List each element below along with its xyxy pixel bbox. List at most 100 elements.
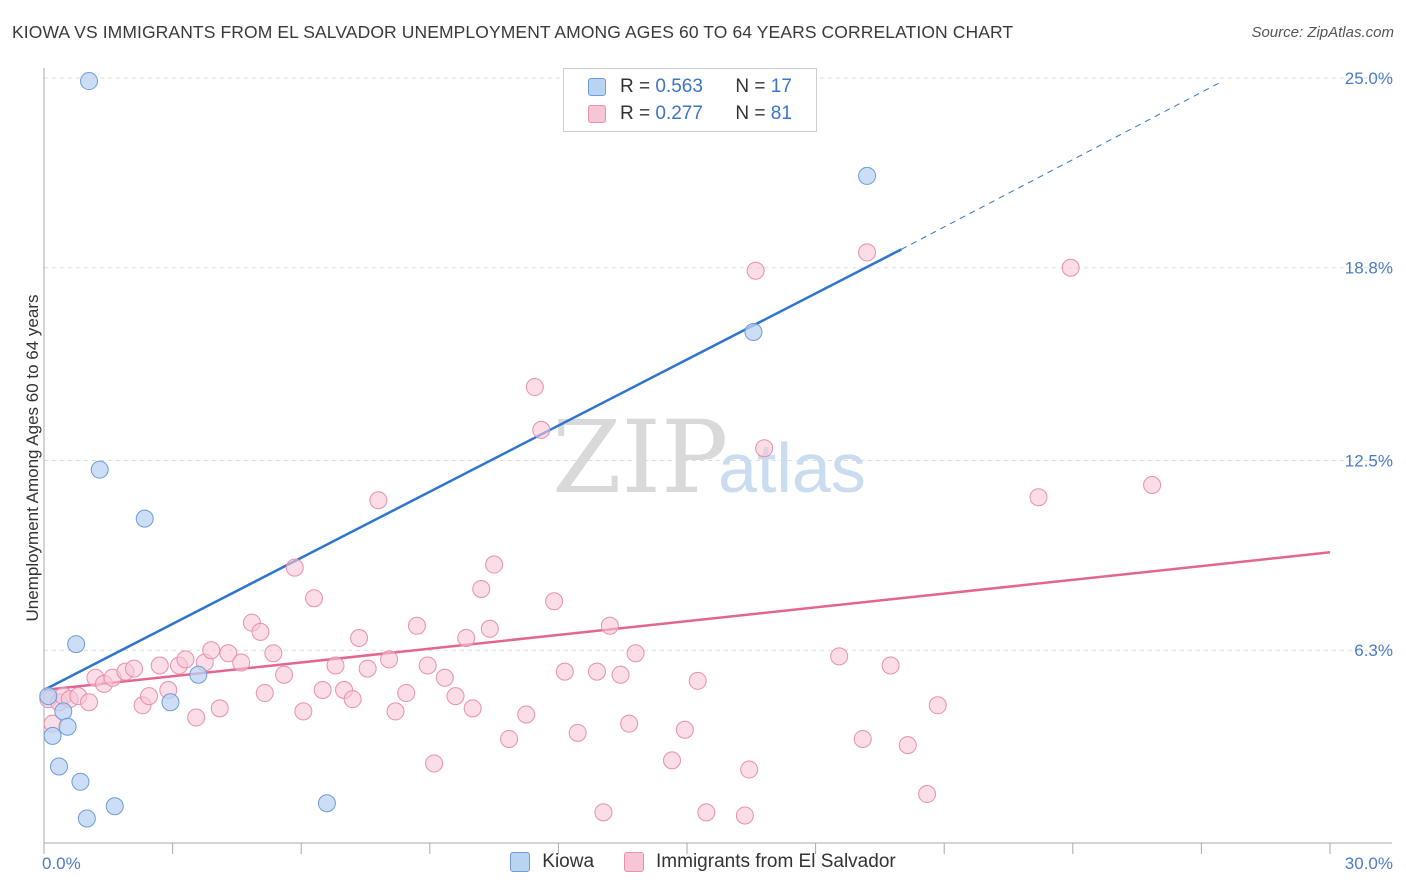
salvador-point bbox=[326, 656, 345, 675]
salvador-point bbox=[545, 592, 564, 611]
salvador-point bbox=[251, 622, 270, 641]
salvador-point bbox=[313, 681, 332, 699]
salvador-point bbox=[517, 705, 536, 724]
salvador-point bbox=[688, 671, 707, 690]
kiowa-points bbox=[39, 72, 877, 828]
salvador-points bbox=[39, 243, 1162, 825]
salvador-point bbox=[305, 589, 324, 608]
kiowa-point bbox=[858, 166, 877, 185]
salvador-point bbox=[662, 751, 681, 770]
y-axis-label: Unemployment Among Ages 60 to 64 years bbox=[23, 295, 42, 622]
kiowa-point bbox=[135, 509, 154, 528]
salvador-point bbox=[343, 690, 362, 709]
y-tick-label: 12.5% bbox=[1345, 452, 1393, 471]
y-tick-label: 18.8% bbox=[1345, 259, 1393, 278]
salvador-swatch bbox=[624, 852, 645, 872]
legend-item-kiowa: Kiowa bbox=[510, 851, 594, 873]
kiowa-point bbox=[744, 322, 763, 341]
axes bbox=[43, 68, 1392, 854]
salvador-point bbox=[397, 684, 416, 703]
salvador-point bbox=[675, 720, 694, 739]
salvador-point bbox=[620, 714, 639, 733]
salvador-point bbox=[1143, 475, 1162, 494]
salvador-point bbox=[425, 754, 444, 773]
r-label: R = bbox=[620, 103, 651, 124]
kiowa-point bbox=[58, 717, 77, 736]
kiowa-point bbox=[54, 702, 73, 721]
legend-row-salvador: R = 0.277 N = 81 bbox=[588, 102, 792, 126]
salvador-point bbox=[294, 702, 313, 721]
x-tick-label: 30.0% bbox=[1345, 854, 1393, 873]
salvador-point bbox=[568, 723, 587, 742]
salvador-point bbox=[697, 803, 716, 822]
salvador-point bbox=[600, 616, 619, 635]
kiowa-trend-line bbox=[43, 248, 902, 692]
salvador-point bbox=[407, 616, 426, 635]
n-value: 17 bbox=[770, 76, 792, 97]
kiowa-swatch bbox=[510, 852, 531, 872]
salvador-point bbox=[275, 665, 294, 684]
trend-lines bbox=[43, 80, 1331, 692]
salvador-point bbox=[125, 659, 144, 678]
salvador-point bbox=[140, 687, 159, 706]
salvador-point bbox=[285, 558, 304, 577]
legend-label-salvador: Immigrants from El Salvador bbox=[656, 851, 896, 872]
salvador-point bbox=[386, 702, 405, 721]
salvador-point bbox=[80, 693, 99, 712]
kiowa-point bbox=[71, 772, 90, 791]
salvador-point bbox=[594, 803, 613, 822]
salvador-point bbox=[358, 659, 377, 678]
watermark-zip: ZIP bbox=[552, 399, 728, 516]
salvador-point bbox=[219, 644, 238, 663]
salvador-point bbox=[898, 736, 917, 755]
salvador-point bbox=[210, 699, 229, 718]
kiowa-point bbox=[43, 726, 62, 745]
n-label: N = bbox=[735, 76, 766, 97]
salvador-point bbox=[472, 580, 491, 599]
salvador-point bbox=[480, 619, 499, 638]
kiowa-point bbox=[189, 665, 208, 684]
salvador-point bbox=[255, 684, 274, 703]
kiowa-point bbox=[39, 687, 58, 706]
salvador-point bbox=[1029, 488, 1048, 507]
chart-title: KIOWA VS IMMIGRANTS FROM EL SALVADOR UNE… bbox=[12, 22, 1014, 42]
salvador-point bbox=[435, 668, 454, 687]
salvador-point bbox=[457, 628, 476, 647]
legend-row-kiowa: R = 0.563 N = 17 bbox=[588, 75, 792, 99]
salvador-point bbox=[446, 687, 465, 706]
salvador-swatch bbox=[588, 105, 606, 123]
gridlines bbox=[44, 77, 1392, 651]
salvador-point bbox=[611, 665, 630, 684]
salvador-point bbox=[232, 653, 251, 672]
salvador-point bbox=[555, 662, 574, 681]
salvador-point bbox=[858, 243, 877, 262]
salvador-trend-line bbox=[43, 551, 1331, 692]
salvador-point bbox=[350, 628, 369, 647]
salvador-point bbox=[830, 647, 849, 666]
x-tick-label: 0.0% bbox=[42, 854, 81, 873]
kiowa-point bbox=[77, 809, 96, 828]
legend-label-kiowa: Kiowa bbox=[542, 851, 595, 872]
salvador-point bbox=[264, 644, 283, 663]
source-label: Source: ZipAtlas.com bbox=[1251, 24, 1394, 41]
salvador-point bbox=[881, 656, 900, 675]
salvador-point bbox=[587, 662, 606, 681]
salvador-point bbox=[1061, 258, 1080, 277]
n-label: N = bbox=[735, 103, 766, 124]
kiowa-point bbox=[317, 794, 336, 813]
kiowa-swatch bbox=[588, 78, 606, 96]
salvador-point bbox=[485, 555, 504, 574]
kiowa-point bbox=[90, 460, 109, 479]
series-legend: Kiowa Immigrants from El Salvador bbox=[0, 851, 1406, 873]
r-value: 0.563 bbox=[655, 76, 703, 97]
salvador-point bbox=[626, 644, 645, 663]
salvador-point bbox=[928, 696, 947, 715]
kiowa-point bbox=[50, 757, 69, 776]
salvador-point bbox=[746, 261, 765, 280]
salvador-point bbox=[187, 708, 206, 727]
kiowa-point bbox=[67, 635, 86, 654]
salvador-point bbox=[532, 420, 551, 439]
salvador-point bbox=[755, 439, 774, 458]
salvador-point bbox=[735, 806, 754, 825]
